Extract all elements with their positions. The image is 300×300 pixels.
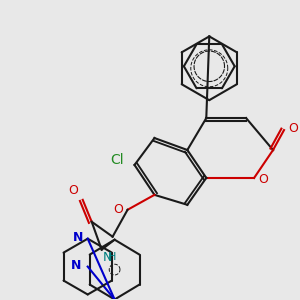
Text: H: H — [108, 252, 116, 262]
Text: O: O — [113, 203, 123, 216]
Text: N: N — [103, 251, 112, 264]
Text: N: N — [73, 231, 83, 244]
Text: O: O — [68, 184, 78, 197]
Text: N: N — [71, 259, 82, 272]
Text: O: O — [259, 173, 269, 186]
Text: O: O — [289, 122, 298, 135]
Text: Cl: Cl — [110, 154, 124, 167]
